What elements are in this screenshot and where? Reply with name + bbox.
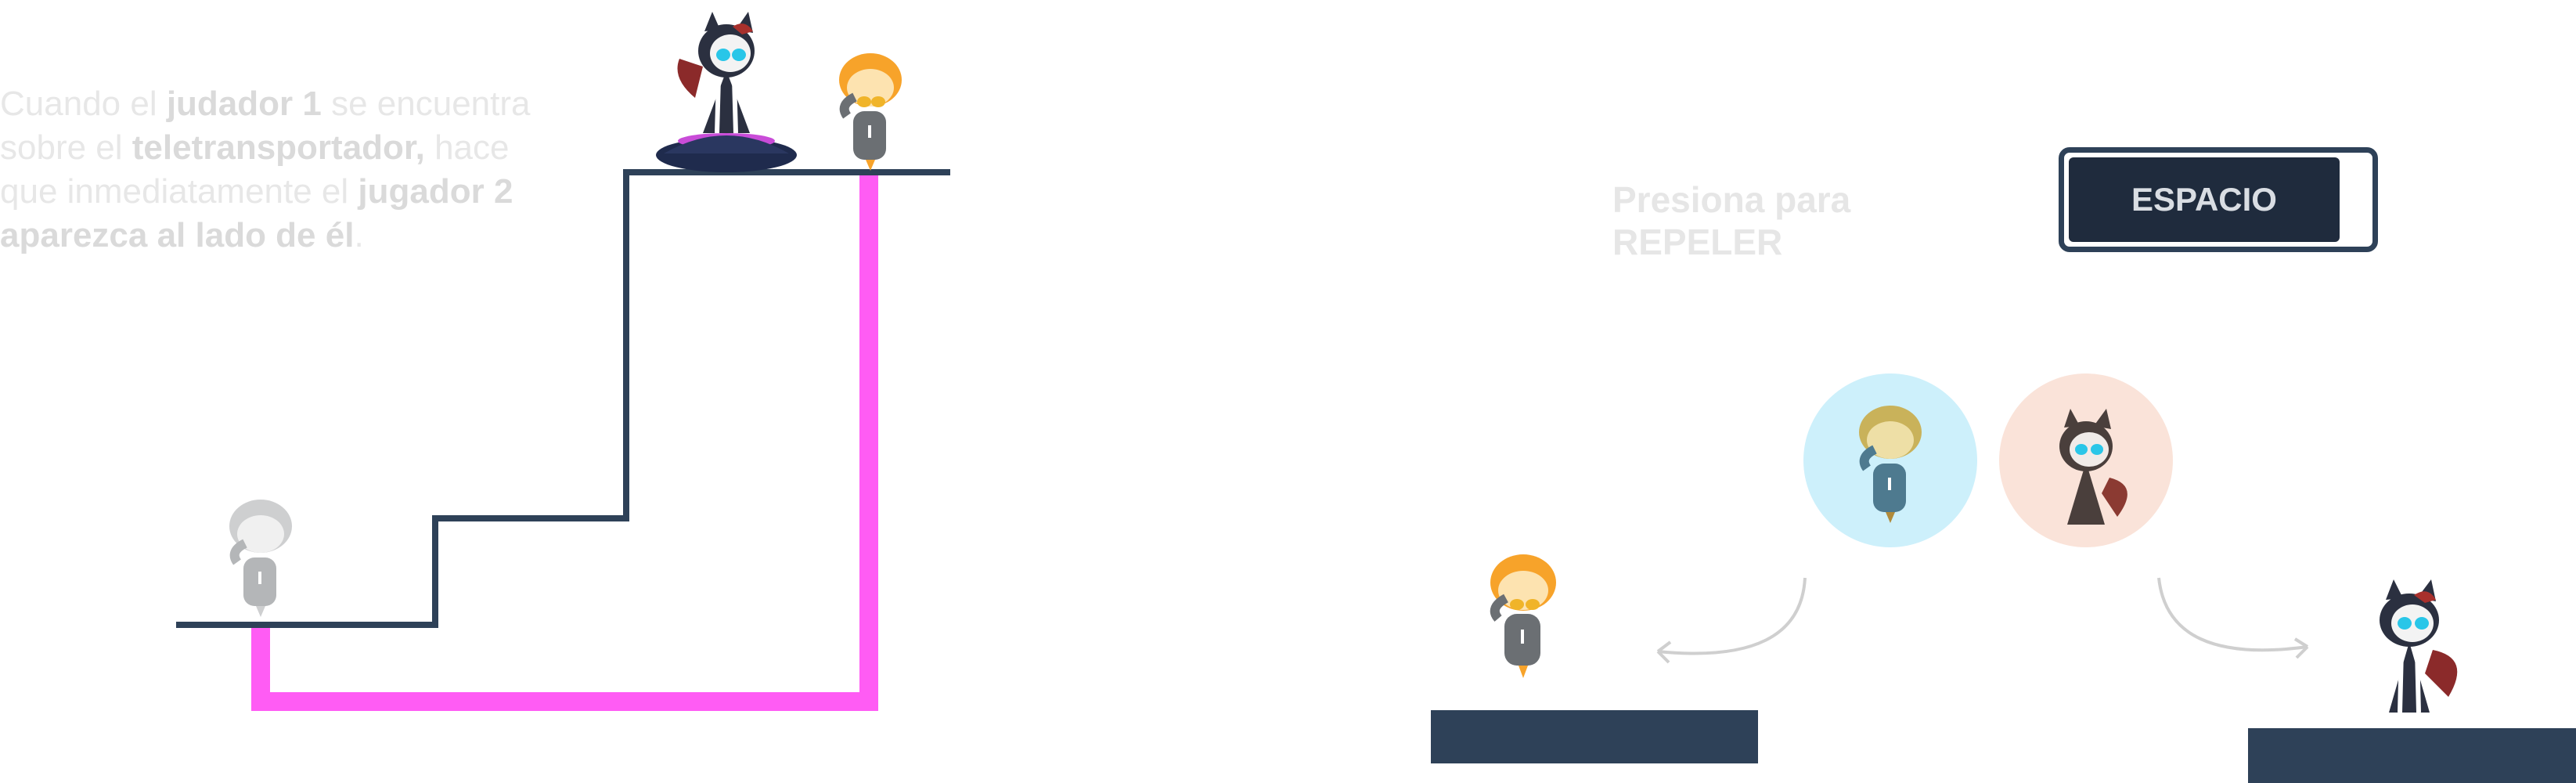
fox-character-icon-top	[677, 12, 755, 134]
orange-hair-character-icon-top	[839, 53, 902, 171]
repel-diagram	[1490, 406, 2458, 713]
space-key-label: ESPACIO	[2069, 157, 2340, 242]
fox-character-platform-icon	[2380, 579, 2458, 713]
orange-hair-character-ghost-icon	[229, 500, 292, 617]
space-key-button[interactable]: ESPACIO	[2059, 147, 2378, 252]
instruction-text: Cuando el judador 1 se encuentra sobre e…	[0, 85, 531, 254]
teleport-diagram	[176, 12, 950, 711]
repel-hint: Presiona para REPELER	[1612, 179, 1851, 262]
stairs	[176, 169, 950, 628]
fox-character-bubble-icon	[2059, 409, 2127, 525]
teleport-path	[251, 172, 878, 711]
platform-left	[1431, 710, 1758, 763]
repel-arrow-right-icon	[2157, 577, 2309, 659]
orange-hair-character-platform-icon	[1490, 554, 1556, 678]
teleporter-pad-icon	[656, 133, 797, 172]
repel-arrow-left-icon	[1656, 577, 1807, 664]
platform-right	[2248, 728, 2576, 783]
orange-hair-character-bubble-icon	[1859, 406, 1922, 523]
